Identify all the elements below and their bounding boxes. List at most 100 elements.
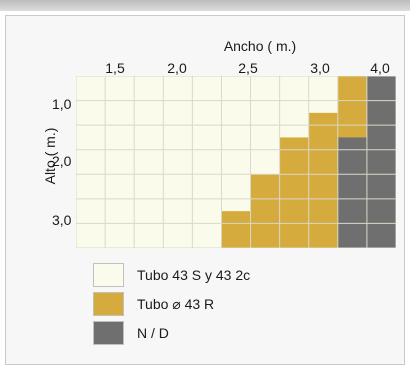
heatmap-cell <box>105 162 135 175</box>
heatmap-cell <box>105 149 135 163</box>
heatmap-cell <box>192 149 222 163</box>
heatmap-cell <box>105 88 135 101</box>
heatmap-cell <box>337 76 368 89</box>
heatmap-cell <box>337 100 368 114</box>
heatmap-cell <box>337 211 368 224</box>
heatmap-cell <box>163 125 193 138</box>
heatmap-cell <box>76 198 106 212</box>
heatmap-cell <box>250 100 280 114</box>
heatmap-cell <box>134 186 164 200</box>
heatmap-cell <box>250 149 280 163</box>
heatmap-cell <box>163 88 193 101</box>
heatmap-cell <box>308 100 339 114</box>
heatmap-cell <box>105 235 135 248</box>
heatmap-cell <box>192 100 222 114</box>
heatmap-cell <box>308 125 339 138</box>
heatmap-cell <box>308 162 339 175</box>
heatmap-cell <box>279 223 310 237</box>
heatmap-cell <box>105 76 135 89</box>
heatmap-cell <box>221 198 251 212</box>
heatmap-cell <box>337 149 368 163</box>
heatmap-cell <box>134 137 164 151</box>
heatmap-cell <box>76 211 106 224</box>
heatmap-cell <box>250 186 280 200</box>
heatmap-cell <box>308 88 339 101</box>
heatmap-cell <box>163 186 193 200</box>
heatmap-cell <box>279 162 310 175</box>
heatmap-cell <box>337 186 368 200</box>
heatmap-cell <box>192 125 222 138</box>
heatmap-cell <box>192 186 222 200</box>
heatmap-cell <box>221 235 251 248</box>
heatmap-grid <box>76 76 396 248</box>
heatmap-cell <box>105 112 135 126</box>
heatmap-cell <box>366 223 396 237</box>
heatmap-cell <box>366 125 396 138</box>
chart-title: Ancho ( m.) <box>223 38 297 54</box>
heatmap-cell <box>366 174 396 187</box>
heatmap-cell <box>192 137 222 151</box>
heatmap-cell <box>163 211 193 224</box>
heatmap-cell <box>134 162 164 175</box>
heatmap-cell <box>76 88 106 101</box>
heatmap-cell <box>279 112 310 126</box>
heatmap-cell <box>250 76 280 89</box>
heatmap-cell <box>134 88 164 101</box>
heatmap-cell <box>221 88 251 101</box>
heatmap-cell <box>221 223 251 237</box>
heatmap-cell <box>76 149 106 163</box>
heatmap-cell <box>76 137 106 151</box>
heatmap-cell <box>337 174 368 187</box>
heatmap-cell <box>163 112 193 126</box>
x-tick-label: 2,0 <box>167 60 187 76</box>
heatmap-cell <box>308 112 339 126</box>
heatmap-cell <box>192 235 222 248</box>
legend-swatch <box>93 263 124 287</box>
heatmap-cell <box>163 162 193 175</box>
heatmap-cell <box>221 100 251 114</box>
heatmap-cell <box>221 186 251 200</box>
legend-label: N / D <box>137 325 169 341</box>
heatmap-cell <box>337 88 368 101</box>
x-tick-label: 4,0 <box>370 60 390 76</box>
legend-swatch <box>93 321 124 345</box>
heatmap-cell <box>366 112 396 126</box>
heatmap-cell <box>337 198 368 212</box>
heatmap-cell <box>134 149 164 163</box>
heatmap-cell <box>163 223 193 237</box>
heatmap-cell <box>192 88 222 101</box>
heatmap-cell <box>221 211 251 224</box>
heatmap-cell <box>337 235 368 248</box>
heatmap-cell <box>76 186 106 200</box>
heatmap-cell <box>279 211 310 224</box>
heatmap-cell <box>279 149 310 163</box>
heatmap-cell <box>105 100 135 114</box>
heatmap-cell <box>221 162 251 175</box>
heatmap-cell <box>76 112 106 126</box>
heatmap-cell <box>366 235 396 248</box>
heatmap-cell <box>337 137 368 151</box>
heatmap-cell <box>366 149 396 163</box>
heatmap-cell <box>105 198 135 212</box>
heatmap-cell <box>308 235 339 248</box>
heatmap-cell <box>279 174 310 187</box>
heatmap-cell <box>250 223 280 237</box>
heatmap-cell <box>250 112 280 126</box>
heatmap-cell <box>76 76 106 89</box>
heatmap-cell <box>134 112 164 126</box>
heatmap-cell <box>163 198 193 212</box>
heatmap-cell <box>308 211 339 224</box>
heatmap-cell <box>337 162 368 175</box>
heatmap-cell <box>105 174 135 187</box>
heatmap-cell <box>279 125 310 138</box>
heatmap-cell <box>134 100 164 114</box>
heatmap-cell <box>221 125 251 138</box>
heatmap-cell <box>163 76 193 89</box>
heatmap-cell <box>308 137 339 151</box>
heatmap-cell <box>76 235 106 248</box>
heatmap-cell <box>221 149 251 163</box>
heatmap-cell <box>221 76 251 89</box>
heatmap-cell <box>308 174 339 187</box>
heatmap-cell <box>250 88 280 101</box>
heatmap-cell <box>308 198 339 212</box>
